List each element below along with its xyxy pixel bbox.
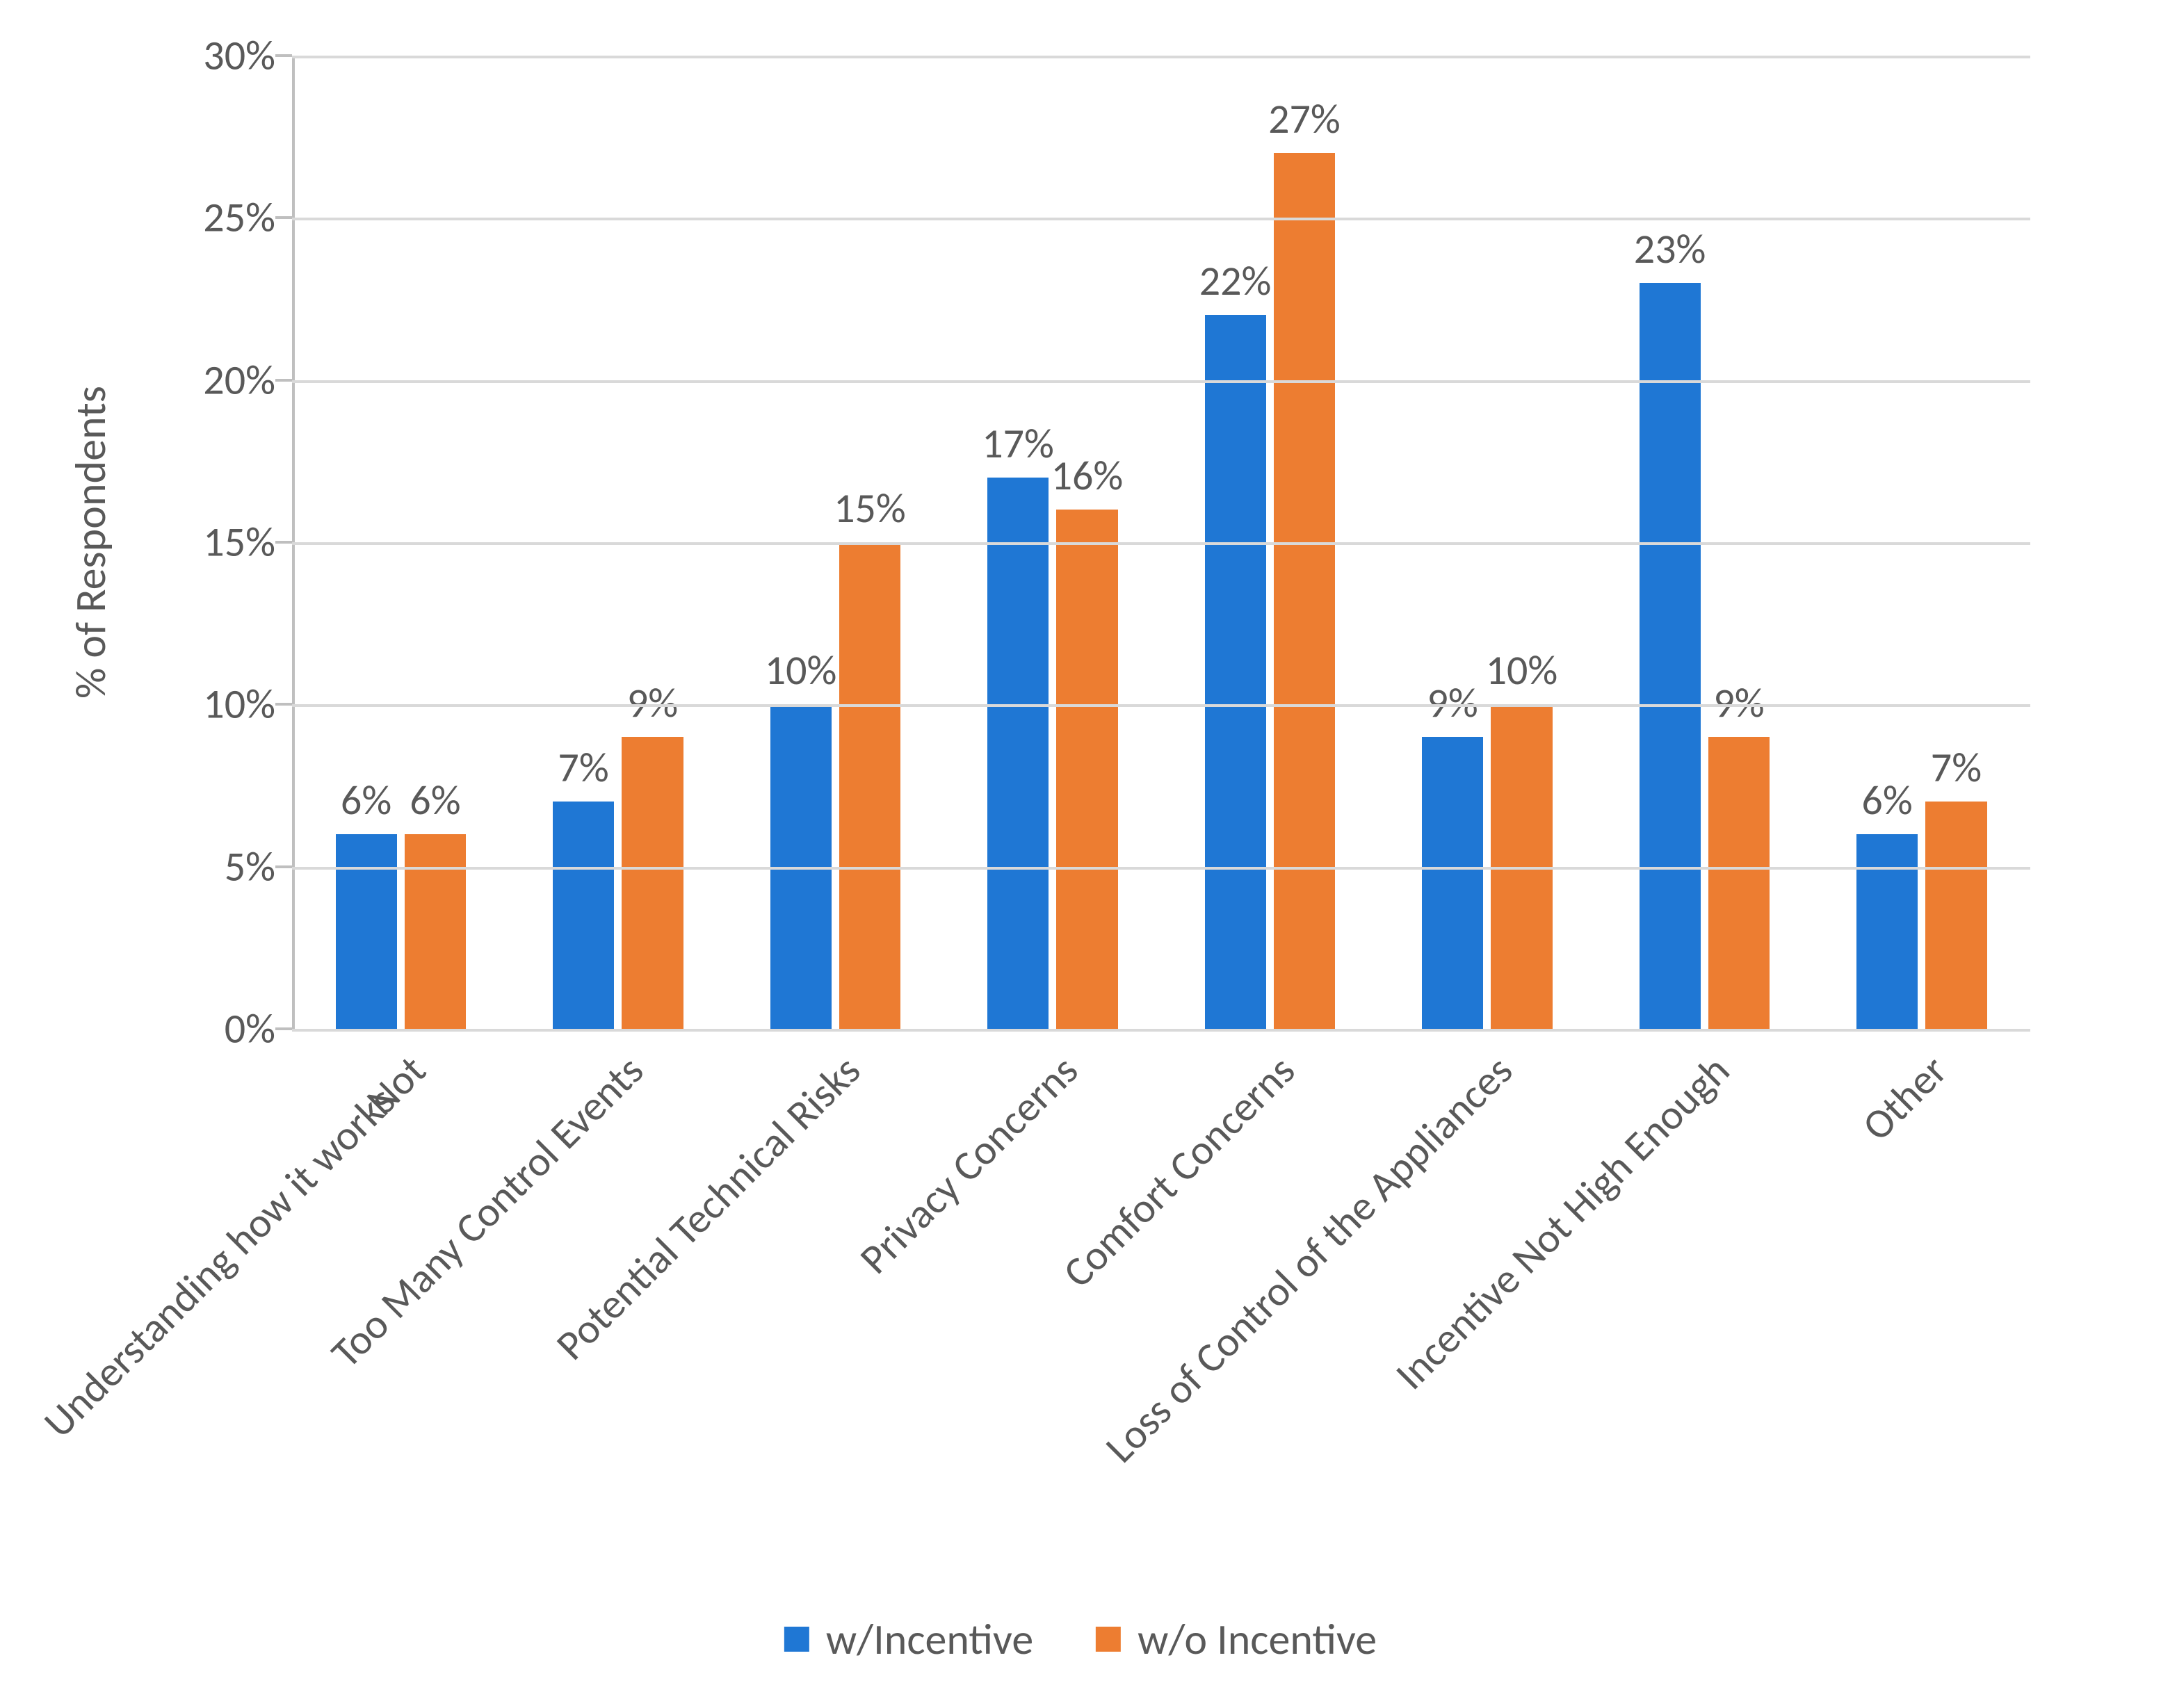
y-tick-label: 15% — [203, 517, 275, 568]
gridline — [292, 218, 2030, 220]
gridline — [292, 380, 2030, 383]
plot-area: 6%6%7%9%10%15%17%16%22%27%9%10%23%9%6%7%… — [292, 56, 2030, 1029]
bar: 9% — [1422, 737, 1483, 1029]
y-tick-mark — [275, 379, 292, 382]
bar: 6% — [405, 834, 466, 1029]
y-tick-mark — [275, 865, 292, 868]
y-tick-label: 5% — [225, 841, 275, 892]
bar: 7% — [1925, 802, 1986, 1029]
y-tick-mark — [275, 1027, 292, 1030]
bar: 7% — [553, 802, 614, 1029]
gridline — [292, 1029, 2030, 1032]
gridline — [292, 704, 2030, 707]
bar: 9% — [622, 737, 683, 1029]
bar-value-label: 17% — [982, 418, 1054, 469]
gridline — [292, 56, 2030, 58]
y-tick-label: 25% — [203, 193, 275, 243]
y-tick-label: 30% — [203, 31, 275, 81]
y-tick-label: 20% — [203, 355, 275, 405]
bar-value-label: 15% — [834, 483, 906, 534]
legend: w/Incentive w/o Incentive — [784, 1613, 1377, 1666]
bar: 23% — [1640, 283, 1701, 1029]
legend-swatch — [784, 1627, 809, 1652]
bar: 27% — [1274, 153, 1335, 1029]
bar-value-label: 9% — [627, 678, 678, 729]
bar-value-label: 22% — [1199, 256, 1272, 307]
legend-swatch — [1096, 1627, 1121, 1652]
y-tick-mark — [275, 703, 292, 706]
gridline — [292, 542, 2030, 545]
legend-item: w/o Incentive — [1096, 1613, 1377, 1666]
y-tick-label: 0% — [225, 1004, 275, 1055]
bar: 6% — [1856, 834, 1918, 1029]
y-axis-title: % of Respondents — [64, 386, 117, 699]
legend-label: w/o Incentive — [1138, 1613, 1377, 1666]
bar-value-label: 7% — [1931, 742, 1982, 793]
bar: 9% — [1708, 737, 1770, 1029]
bar: 22% — [1205, 315, 1266, 1029]
bar-value-label: 6% — [1861, 775, 1912, 826]
bar-value-label: 9% — [1713, 678, 1764, 729]
bar-value-label: 10% — [765, 645, 837, 696]
y-tick-mark — [275, 54, 292, 57]
bar-value-label: 6% — [410, 775, 460, 826]
y-tick-mark — [275, 541, 292, 544]
bar-value-label: 6% — [341, 775, 391, 826]
bar-value-label: 16% — [1051, 450, 1124, 501]
bar-value-label: 23% — [1634, 224, 1706, 275]
gridline — [292, 867, 2030, 870]
bar: 17% — [987, 478, 1049, 1029]
y-tick-label: 10% — [203, 679, 275, 730]
y-tick-mark — [275, 216, 292, 219]
chart-container: 6%6%7%9%10%15%17%16%22%27%9%10%23%9%6%7%… — [0, 0, 2161, 1708]
bar-value-label: 9% — [1427, 678, 1478, 729]
legend-item: w/Incentive — [784, 1613, 1033, 1666]
legend-label: w/Incentive — [826, 1613, 1033, 1666]
bar-value-label: 10% — [1486, 645, 1558, 696]
bar-value-label: 7% — [558, 742, 608, 793]
bar-value-label: 27% — [1268, 94, 1341, 145]
bar: 6% — [336, 834, 397, 1029]
bar: 15% — [839, 542, 900, 1029]
bar: 16% — [1056, 510, 1117, 1029]
